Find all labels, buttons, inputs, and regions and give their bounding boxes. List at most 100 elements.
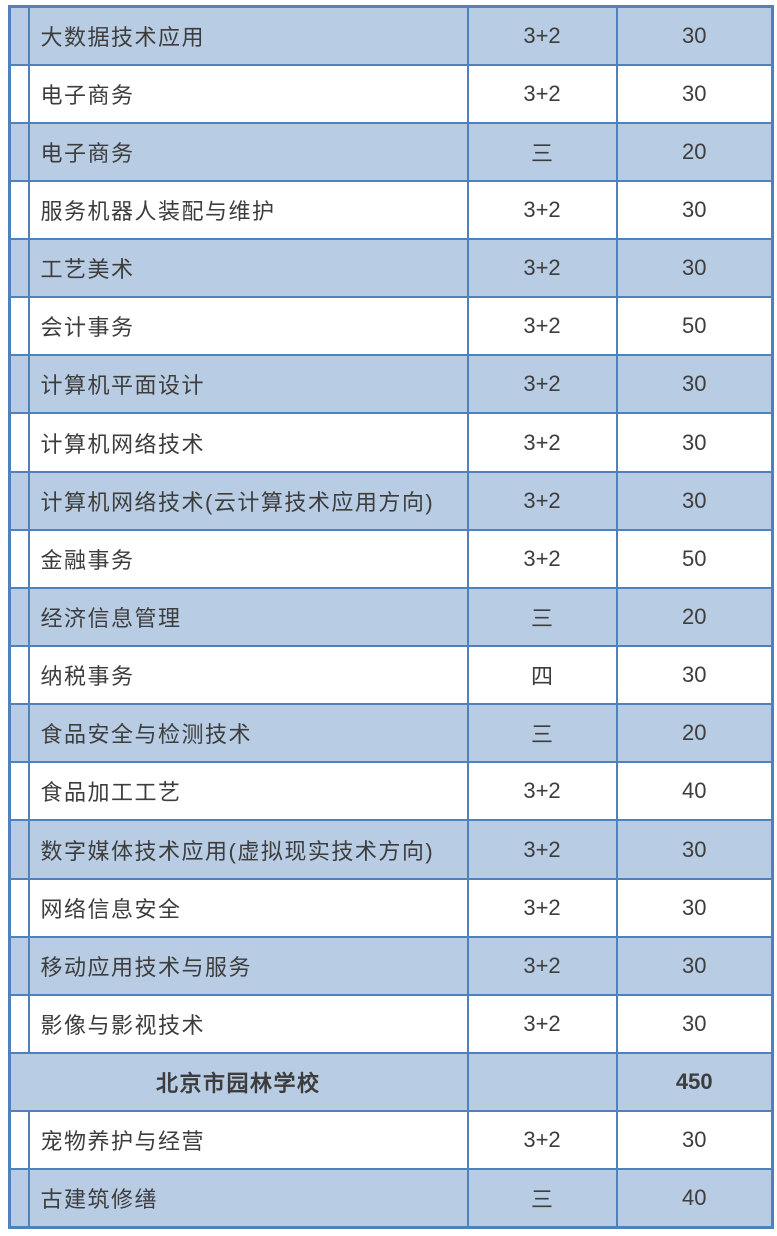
program-row: 移动应用技术与服务 3+2 30 <box>8 935 774 996</box>
program-name-cell: 食品加工工艺 <box>27 761 469 822</box>
program-name-cell: 网络信息安全 <box>27 877 469 938</box>
count-cell: 30 <box>615 877 774 938</box>
program-name-cell: 经济信息管理 <box>27 586 469 648</box>
duration-cell: 3+2 <box>466 935 618 996</box>
duration-cell: 3+2 <box>466 296 618 357</box>
program-row: 食品安全与检测技术 三 20 <box>8 703 774 764</box>
program-row: 纳税事务 四 30 <box>8 645 774 706</box>
program-row: 金融事务 3+2 50 <box>8 528 774 589</box>
duration-cell: 四 <box>466 645 618 706</box>
program-row: 网络信息安全 3+2 30 <box>8 877 774 938</box>
duration-cell: 3+2 <box>466 877 618 938</box>
program-name-cell: 移动应用技术与服务 <box>27 935 469 996</box>
row-spacer-cell <box>8 296 30 357</box>
program-row: 经济信息管理 三 20 <box>8 586 774 648</box>
duration-cell: 三 <box>466 121 618 182</box>
count-cell: 30 <box>615 470 774 531</box>
program-name-cell: 计算机网络技术 <box>27 412 469 473</box>
program-row: 影像与影视技术 3+2 30 <box>8 993 774 1055</box>
count-cell: 30 <box>615 238 774 299</box>
program-name-cell: 影像与影视技术 <box>27 993 469 1055</box>
program-row: 计算机网络技术 3+2 30 <box>8 412 774 473</box>
count-cell: 30 <box>615 645 774 706</box>
row-spacer-cell <box>8 703 30 764</box>
duration-cell: 3+2 <box>466 528 618 589</box>
duration-cell: 三 <box>466 703 618 764</box>
enrollment-table-body: 大数据技术应用 3+2 30 电子商务 3+2 30 电子商务 三 20 服务机… <box>8 5 774 1229</box>
duration-cell: 3+2 <box>466 1110 618 1171</box>
program-row: 大数据技术应用 3+2 30 <box>8 5 774 66</box>
duration-cell: 3+2 <box>466 819 618 880</box>
count-cell: 40 <box>615 761 774 822</box>
count-cell: 50 <box>615 528 774 589</box>
school-name-cell: 北京市园林学校 <box>8 1052 469 1113</box>
count-cell: 40 <box>615 1168 774 1229</box>
row-spacer-cell <box>8 5 30 66</box>
program-row: 数字媒体技术应用(虚拟现实技术方向) 3+2 30 <box>8 819 774 880</box>
program-name-cell: 电子商务 <box>27 121 469 182</box>
program-row: 计算机网络技术(云计算技术应用方向) 3+2 30 <box>8 470 774 531</box>
count-cell: 20 <box>615 703 774 764</box>
row-spacer-cell <box>8 645 30 706</box>
duration-cell <box>466 1052 618 1113</box>
count-cell: 30 <box>615 412 774 473</box>
count-cell: 30 <box>615 1110 774 1171</box>
row-spacer-cell <box>8 761 30 822</box>
count-cell: 30 <box>615 993 774 1055</box>
row-spacer-cell <box>8 935 30 996</box>
enrollment-table: 大数据技术应用 3+2 30 电子商务 3+2 30 电子商务 三 20 服务机… <box>8 5 774 1229</box>
count-cell: 30 <box>615 63 774 124</box>
row-spacer-cell <box>8 238 30 299</box>
program-name-cell: 古建筑修缮 <box>27 1168 469 1229</box>
program-name-cell: 宠物养护与经营 <box>27 1110 469 1171</box>
program-row: 服务机器人装配与维护 3+2 30 <box>8 179 774 241</box>
program-row: 古建筑修缮 三 40 <box>8 1168 774 1229</box>
duration-cell: 3+2 <box>466 179 618 241</box>
program-name-cell: 服务机器人装配与维护 <box>27 179 469 241</box>
row-spacer-cell <box>8 586 30 648</box>
program-name-cell: 计算机平面设计 <box>27 354 469 415</box>
duration-cell: 3+2 <box>466 761 618 822</box>
school-header-row: 北京市园林学校 450 <box>8 1052 774 1113</box>
count-cell: 30 <box>615 354 774 415</box>
count-cell: 30 <box>615 179 774 241</box>
row-spacer-cell <box>8 877 30 938</box>
count-cell: 30 <box>615 819 774 880</box>
row-spacer-cell <box>8 354 30 415</box>
row-spacer-cell <box>8 993 30 1055</box>
duration-cell: 三 <box>466 586 618 648</box>
program-name-cell: 大数据技术应用 <box>27 5 469 66</box>
program-row: 宠物养护与经营 3+2 30 <box>8 1110 774 1171</box>
row-spacer-cell <box>8 819 30 880</box>
program-row: 会计事务 3+2 50 <box>8 296 774 357</box>
program-name-cell: 工艺美术 <box>27 238 469 299</box>
program-row: 计算机平面设计 3+2 30 <box>8 354 774 415</box>
row-spacer-cell <box>8 1110 30 1171</box>
program-row: 工艺美术 3+2 30 <box>8 238 774 299</box>
count-cell: 450 <box>615 1052 774 1113</box>
program-name-cell: 计算机网络技术(云计算技术应用方向) <box>27 470 469 531</box>
program-row: 电子商务 3+2 30 <box>8 63 774 124</box>
duration-cell: 3+2 <box>466 470 618 531</box>
duration-cell: 3+2 <box>466 5 618 66</box>
program-row: 食品加工工艺 3+2 40 <box>8 761 774 822</box>
duration-cell: 三 <box>466 1168 618 1229</box>
program-name-cell: 食品安全与检测技术 <box>27 703 469 764</box>
row-spacer-cell <box>8 412 30 473</box>
program-name-cell: 金融事务 <box>27 528 469 589</box>
count-cell: 50 <box>615 296 774 357</box>
row-spacer-cell <box>8 121 30 182</box>
program-name-cell: 会计事务 <box>27 296 469 357</box>
count-cell: 30 <box>615 935 774 996</box>
row-spacer-cell <box>8 1168 30 1229</box>
program-row: 电子商务 三 20 <box>8 121 774 182</box>
duration-cell: 3+2 <box>466 354 618 415</box>
duration-cell: 3+2 <box>466 993 618 1055</box>
count-cell: 20 <box>615 586 774 648</box>
program-name-cell: 数字媒体技术应用(虚拟现实技术方向) <box>27 819 469 880</box>
count-cell: 30 <box>615 5 774 66</box>
row-spacer-cell <box>8 63 30 124</box>
duration-cell: 3+2 <box>466 238 618 299</box>
row-spacer-cell <box>8 470 30 531</box>
